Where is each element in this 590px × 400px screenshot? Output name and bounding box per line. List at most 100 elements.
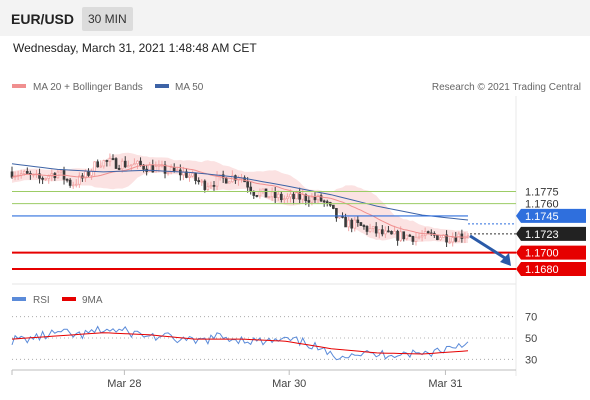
candle-body <box>439 237 442 241</box>
candle-body <box>454 237 458 242</box>
bollinger-band-area <box>12 152 468 244</box>
candle <box>99 160 103 169</box>
candle-body <box>154 166 158 173</box>
candle-body <box>387 230 390 233</box>
candle <box>377 229 381 239</box>
candle <box>65 178 69 183</box>
candle-body <box>68 179 72 186</box>
candle-body <box>102 160 106 167</box>
candle-body <box>313 196 317 201</box>
candle <box>276 190 280 201</box>
candle-body <box>368 228 372 232</box>
candle-body <box>105 160 109 162</box>
candle <box>402 231 406 242</box>
candle <box>283 195 286 204</box>
candle-body <box>426 231 430 234</box>
candle-body <box>258 191 262 197</box>
rsi-tick-label: 70 <box>525 312 537 324</box>
candle <box>408 233 412 237</box>
candle-body <box>353 219 357 229</box>
candle <box>108 153 112 167</box>
level-label: 1.1700 <box>525 248 559 260</box>
candle-body <box>365 226 369 232</box>
candle <box>120 158 124 173</box>
candle-body <box>87 171 90 176</box>
candle-body <box>362 225 366 227</box>
candle <box>197 177 200 185</box>
candle-body <box>130 164 133 167</box>
ma20-legend-swatch <box>12 84 26 88</box>
candle-body <box>420 235 424 238</box>
candle-body <box>270 191 274 198</box>
ma20-legend-label: MA 20 + Bollinger Bands <box>33 82 143 93</box>
candle <box>298 187 301 204</box>
candle-body <box>123 160 127 168</box>
credit-label: Research © 2021 Trading Central <box>432 82 581 93</box>
candle-body <box>120 160 124 170</box>
candle <box>414 232 418 246</box>
candle-body <box>47 175 51 179</box>
candle <box>426 230 430 234</box>
candle <box>353 216 357 232</box>
candle-body <box>283 198 286 201</box>
ma50-legend-label: MA 50 <box>175 82 204 93</box>
candle <box>130 164 133 171</box>
candle-body <box>84 171 87 179</box>
candle <box>267 196 271 199</box>
candle <box>41 176 44 185</box>
candle-body <box>71 184 75 187</box>
ma50-legend-swatch <box>155 84 169 88</box>
candle <box>169 164 173 175</box>
level-tag-bg <box>516 261 586 276</box>
candle-body <box>209 185 213 188</box>
candle-body <box>457 233 461 242</box>
candle-body <box>227 181 231 184</box>
candle-body <box>273 191 277 198</box>
candle <box>371 226 375 233</box>
candle <box>175 167 179 172</box>
candle <box>117 164 121 171</box>
level-tag-bg <box>516 245 586 260</box>
candle <box>387 226 390 233</box>
candle <box>105 159 109 167</box>
candle <box>405 234 409 241</box>
candle-body <box>111 158 115 160</box>
candle-body <box>396 230 399 241</box>
candle-body <box>136 160 139 164</box>
candle-body <box>126 165 130 168</box>
candle-body <box>408 234 412 237</box>
candle-body <box>347 219 350 228</box>
candle <box>368 223 372 233</box>
candle-body <box>38 173 41 179</box>
candle <box>292 191 295 205</box>
candle <box>102 159 106 169</box>
level-label: 1.1745 <box>525 211 559 223</box>
candle <box>439 235 442 241</box>
candle-body <box>286 196 289 200</box>
candle-body <box>10 171 14 178</box>
candle <box>448 237 451 244</box>
candle-body <box>393 230 396 235</box>
candle-body <box>414 236 418 242</box>
candle <box>47 174 51 184</box>
candle-body <box>295 192 298 200</box>
candle <box>203 179 207 193</box>
candle-body <box>307 200 311 203</box>
candle-body <box>411 235 415 242</box>
candle-body <box>200 180 204 183</box>
candle-body <box>93 161 96 172</box>
candle <box>111 154 115 161</box>
timeframe-badge[interactable]: 30 MIN <box>82 7 133 31</box>
candle <box>136 160 139 170</box>
forecast-arrow-shaft <box>469 234 509 262</box>
candle-body <box>301 194 305 200</box>
candle-body <box>194 172 197 181</box>
ma9-legend-label: 9MA <box>82 295 103 306</box>
candle <box>374 222 378 237</box>
level-tag: 1.1723 <box>516 226 586 241</box>
candle <box>38 168 41 184</box>
candle-body <box>114 158 118 169</box>
candle-body <box>99 165 103 168</box>
candle <box>451 232 455 247</box>
